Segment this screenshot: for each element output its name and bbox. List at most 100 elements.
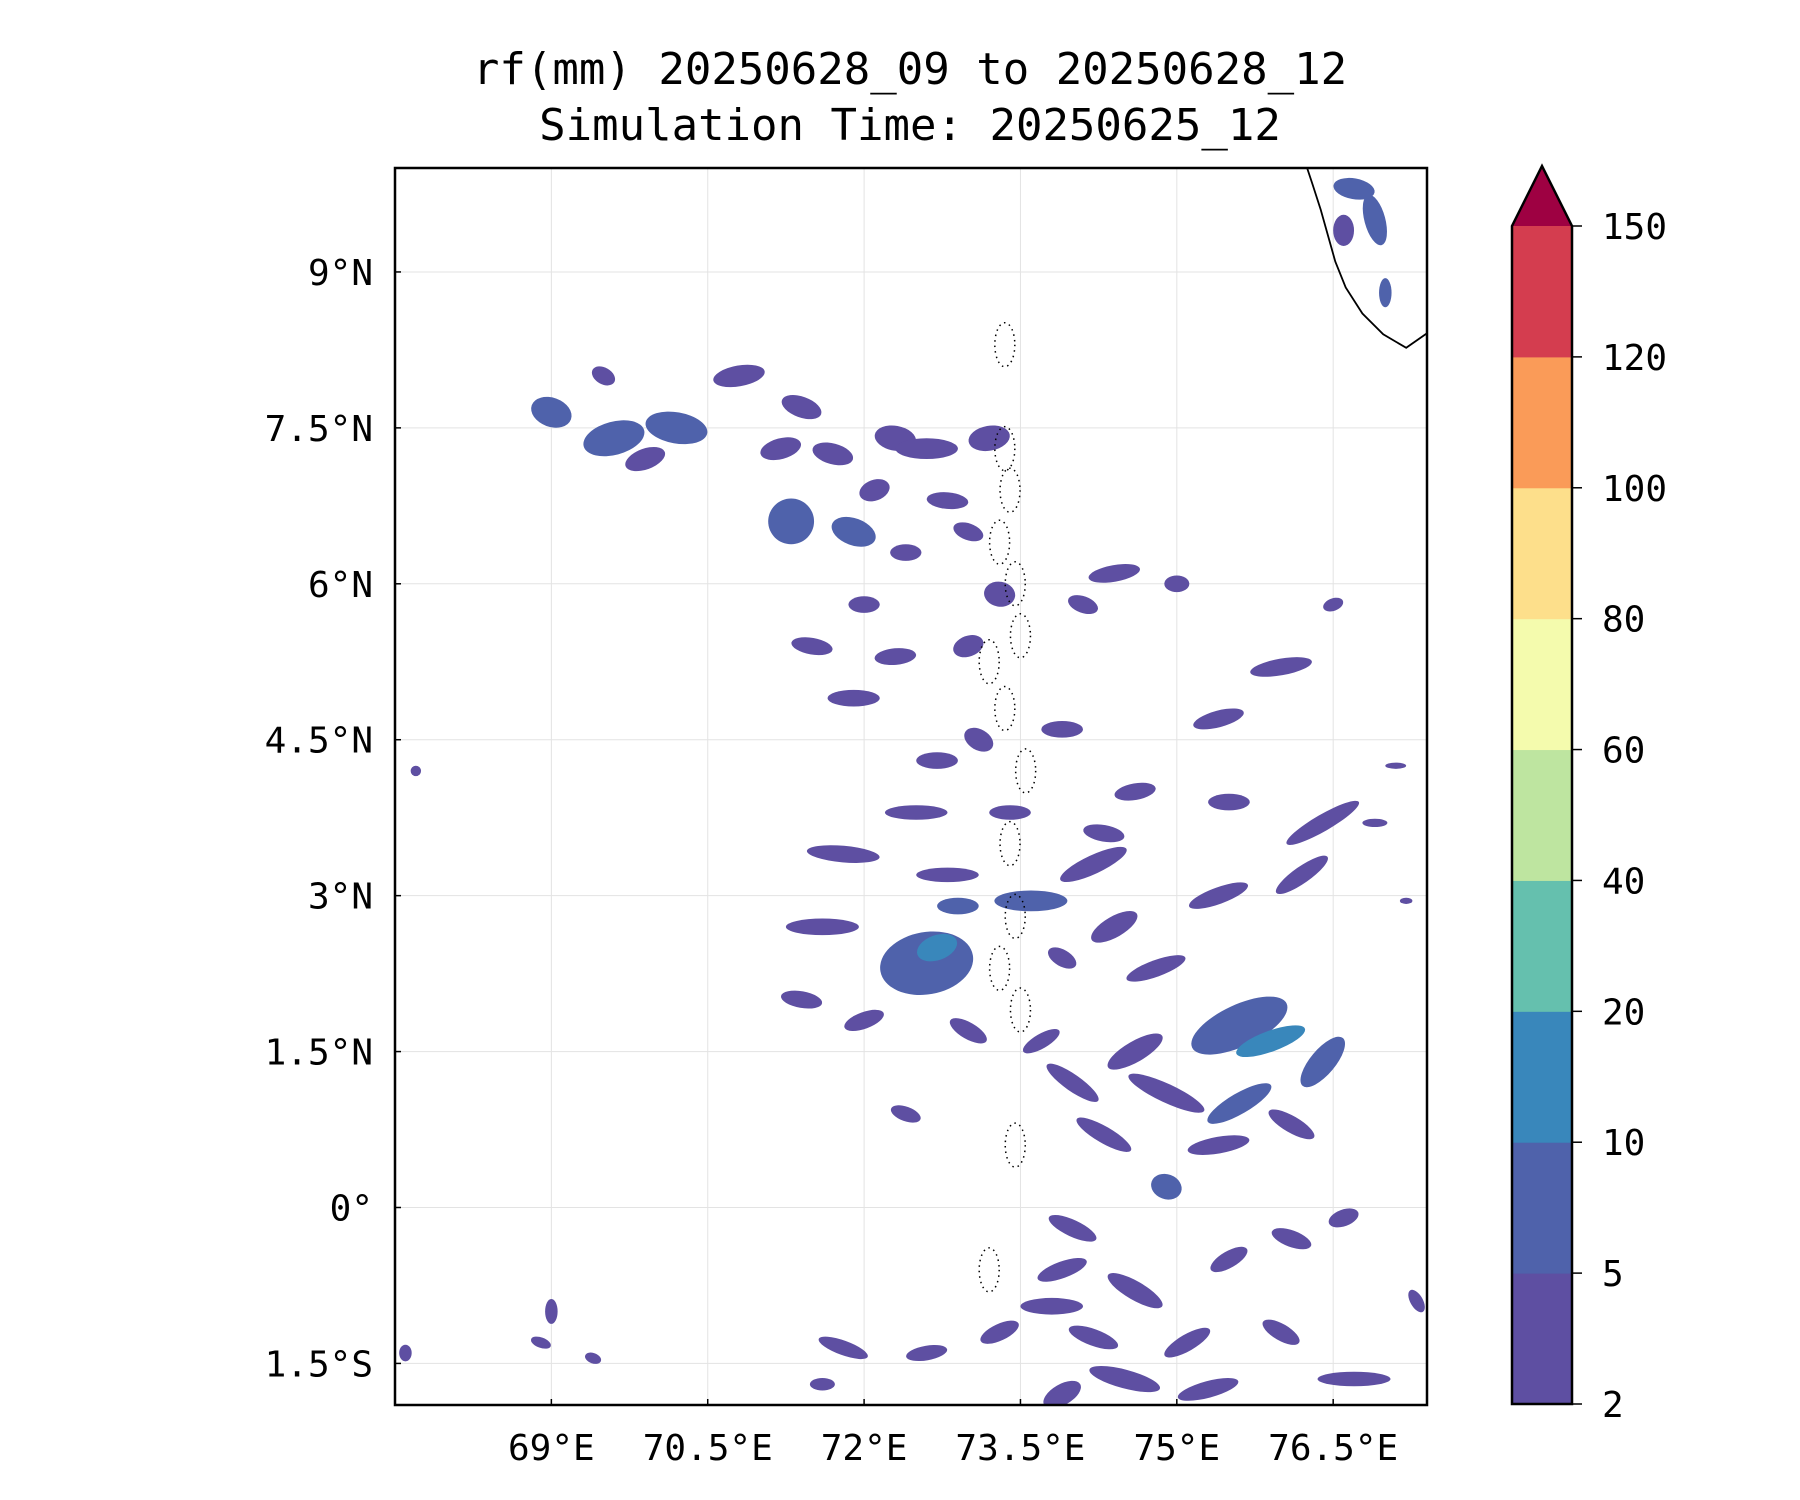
rain-cell [1089,1365,1161,1393]
rain-cell [916,752,958,769]
rain-cell [994,890,1068,912]
lat-tick-label: 3°N [308,877,373,918]
lon-tick-label: 73.5°E [955,1428,1085,1469]
colorbar-label: 20 [1602,992,1645,1033]
rain-cell [827,689,880,707]
colorbar-label: 120 [1602,338,1667,379]
rain-cell [1207,1083,1272,1124]
colorbar-label: 5 [1602,1254,1624,1295]
colorbar-segment [1512,1142,1572,1274]
rain-cell [791,637,833,656]
rain-cell [848,596,880,613]
rain-cell [1164,575,1190,593]
rain-cell [1164,1327,1211,1358]
lat-tick-label: 6°N [308,565,373,606]
rain-cell [812,442,854,466]
rain-cell [1271,1228,1312,1250]
rain-cell [1208,793,1250,811]
rain-cell [1047,947,1077,969]
rain-cell [1333,214,1355,246]
lon-tick-label: 69°E [508,1428,595,1469]
rain-cell [781,394,822,420]
coastline [1306,168,1427,349]
colorbar-segment [1512,1273,1572,1405]
atoll-outline [1004,1122,1026,1168]
title-line1: rf(mm) 20250628_09 to 20250628_12 [472,44,1348,95]
colorbar-label: 100 [1602,469,1667,510]
rain-cell [1262,1319,1300,1345]
rain-cell [859,479,890,502]
colorbar-outline [1510,163,1574,1406]
rain-cell [1275,855,1328,895]
rain-cell [884,805,948,820]
colorbar-segment [1512,880,1572,1012]
rain-cell [1041,721,1083,738]
rain-cell [890,1105,921,1123]
atoll-outline [1004,893,1026,940]
colorbar-label: 10 [1602,1123,1645,1164]
rain-cell [953,522,984,542]
rain-cell [1091,910,1138,943]
rain-cell [531,396,572,428]
map-background [395,168,1427,1405]
atoll-outline [1009,987,1032,1033]
title-line2: Simulation Time: 20250625_12 [539,100,1281,151]
lat-tick-label: 0° [330,1188,373,1229]
rain-cell [917,933,958,962]
lon-tick-label: 72°E [821,1428,908,1469]
colorbar-segment [1512,226,1572,358]
rain-cell [1022,1028,1060,1054]
rain-cell [399,1344,412,1362]
rain-cell [785,918,859,936]
rain-cell [916,867,979,883]
colorbar-extend-triangle [1512,166,1572,226]
rain-cell [831,516,876,547]
colorbar-segment [1512,1011,1572,1143]
axis-ticks: 69°E 70.5°E 72°E 73.5°E 75°E 76.5°E 9°N 7.5°N 6°… [265,253,1399,1469]
rain-cell [1043,1380,1081,1405]
rain-cell [806,845,880,863]
rain-cell [1177,1378,1239,1401]
rain-cell [1107,1033,1163,1070]
atoll-outline [1004,561,1026,607]
rain-cell [625,446,666,472]
colorbar-label: 2 [1602,1385,1624,1426]
rain-cell [1328,1208,1359,1228]
atoll-outline [999,467,1021,513]
rain-cell [874,648,917,666]
rain-cell [895,438,958,460]
atoll-outline [994,685,1016,732]
rain-cell [713,364,765,388]
rain-cell [1268,1109,1315,1140]
colorbar-label: 150 [1602,207,1667,248]
rain-cell [1333,177,1375,200]
rain-cell [1114,782,1156,801]
rain-cell [1408,1289,1425,1313]
rain-cell [1020,1297,1083,1315]
rain-cell [1060,846,1127,883]
rain-cell [1191,996,1288,1055]
rain-cell [1048,1214,1097,1242]
rain-cell [1300,1036,1346,1088]
rain-cell [591,366,616,386]
lat-tick-label: 4.5°N [265,721,373,762]
lon-tick-label: 76.5°E [1268,1428,1398,1469]
rain-cell [768,498,815,545]
rain-cell [1286,800,1360,845]
rain-cell [1083,824,1125,843]
rain-cell [968,425,1010,452]
rain-cell [645,411,708,445]
colorbar-segment [1512,487,1572,620]
lat-tick-label: 7.5°N [265,409,373,450]
atoll-outline [1014,748,1037,794]
rain-cell [953,635,984,658]
rain-cell [530,1336,551,1349]
rain-cell [1046,1063,1099,1102]
atoll-outlines [978,321,1037,1293]
rain-cell [1317,1371,1391,1387]
rain-cell [949,1018,987,1044]
rain-cell [1068,595,1098,615]
atoll-outline [994,321,1016,368]
rain-cell [984,581,1016,607]
rain-cell [1385,762,1407,769]
